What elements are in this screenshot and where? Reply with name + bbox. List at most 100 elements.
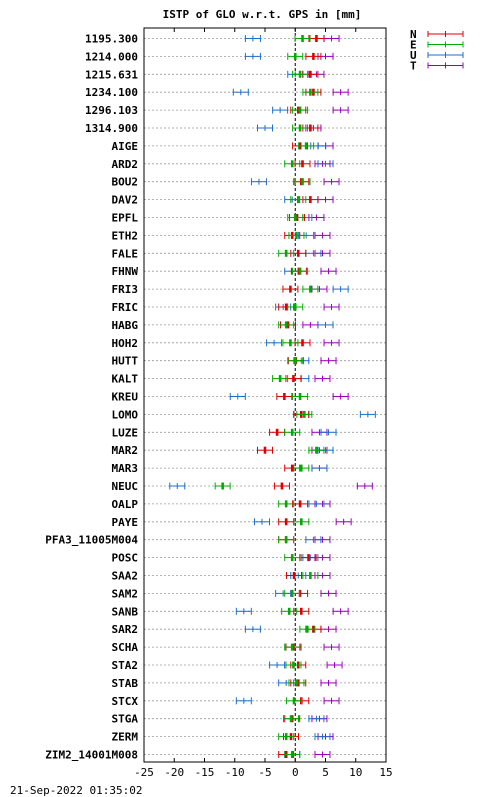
marker-e — [292, 70, 309, 78]
marker-e — [288, 231, 305, 239]
station-label: MAR3 — [112, 462, 139, 475]
marker-e — [292, 124, 309, 132]
station-label: ETH2 — [112, 229, 139, 242]
marker-n — [308, 35, 325, 42]
marker-u — [232, 88, 249, 96]
station-label: FRIC — [112, 301, 139, 314]
data-marks — [169, 35, 376, 758]
marker-n — [269, 428, 286, 436]
marker-n — [276, 393, 293, 400]
grid-lines — [144, 38, 386, 755]
marker-t — [314, 231, 331, 239]
legend-marker-u — [427, 52, 464, 58]
marker-e — [294, 178, 311, 186]
station-label: SAM2 — [112, 587, 139, 600]
marker-e — [284, 428, 301, 436]
x-tick-label: 0 — [292, 766, 299, 779]
marker-t — [332, 607, 349, 615]
station-label: SAR2 — [112, 623, 139, 636]
marker-u — [332, 285, 349, 293]
marker-u — [308, 500, 325, 508]
station-label: FRI3 — [112, 283, 139, 296]
marker-u — [235, 607, 252, 615]
x-tick-label: 5 — [322, 766, 329, 779]
x-tick-label: -25 — [134, 766, 154, 779]
station-label: NEUC — [112, 480, 139, 493]
marker-n — [273, 482, 290, 490]
marker-t — [323, 339, 340, 347]
station-label: SANB — [112, 605, 139, 618]
station-label: LUZE — [112, 426, 139, 439]
marker-e — [282, 339, 299, 347]
plot-frame — [143, 27, 387, 763]
station-label: 1214.000 — [85, 50, 138, 63]
marker-n — [285, 375, 302, 383]
station-label: EPFL — [112, 212, 139, 225]
marker-e — [278, 500, 295, 508]
marker-u — [244, 52, 261, 60]
marker-u — [317, 160, 334, 168]
marker-t — [356, 482, 373, 490]
marker-t — [323, 35, 340, 42]
legend-marker-n — [427, 31, 464, 37]
marker-t — [314, 375, 331, 383]
marker-e — [284, 589, 301, 597]
station-label: FALE — [112, 247, 139, 260]
marker-t — [326, 661, 343, 669]
marker-e — [308, 446, 325, 454]
marker-e — [287, 52, 304, 60]
marker-e — [284, 643, 301, 651]
marker-t — [323, 697, 340, 705]
station-labels: 1195.300 1214.000 1215.631 1234.100 1296.103… — [45, 33, 138, 762]
marker-e — [290, 196, 307, 204]
x-tick-label: 10 — [349, 766, 362, 779]
marker-t — [332, 106, 349, 114]
marker-n — [257, 446, 273, 454]
station-label: SCHA — [112, 641, 139, 654]
marker-u — [244, 625, 261, 633]
chart-title: ISTP of GLO w.r.t. GPS in [mm] — [163, 8, 362, 21]
marker-u — [229, 393, 246, 400]
marker-n — [305, 52, 322, 60]
marker-u — [244, 35, 261, 42]
marker-e — [284, 751, 301, 758]
station-label: FHNW — [112, 265, 139, 278]
station-label: KALT — [112, 373, 139, 386]
station-label: 1296.103 — [85, 104, 138, 117]
marker-u — [235, 697, 252, 705]
station-label: STAB — [112, 677, 139, 690]
marker-e — [296, 410, 313, 418]
marker-t — [335, 518, 352, 526]
station-label: 1215.631 — [85, 68, 138, 81]
marker-u — [311, 464, 328, 472]
marker-n — [292, 500, 309, 508]
marker-u — [310, 142, 327, 150]
station-label: SAA2 — [112, 570, 139, 583]
marker-n — [286, 572, 303, 579]
marker-u — [272, 106, 289, 114]
station-label: LOMO — [112, 408, 139, 421]
station-label: AIGE — [112, 140, 139, 153]
marker-t — [320, 625, 337, 633]
legend-label-e: E — [410, 39, 417, 52]
marker-u — [308, 715, 325, 723]
marker-e — [283, 715, 300, 723]
station-label: STGA — [112, 713, 139, 726]
marker-e — [278, 321, 295, 329]
marker-e — [293, 464, 310, 472]
marker-n — [278, 518, 295, 526]
station-label: HOH2 — [112, 337, 139, 350]
station-label: ZERM — [112, 731, 139, 744]
station-label: HABG — [112, 319, 139, 332]
marker-t — [314, 751, 331, 758]
marker-u — [320, 428, 337, 436]
marker-e — [287, 214, 304, 221]
station-label: STA2 — [112, 659, 139, 672]
marker-e — [284, 554, 301, 562]
legend-marker-t — [427, 62, 464, 69]
marker-t — [320, 357, 337, 365]
marker-u — [169, 482, 186, 490]
marker-e — [302, 572, 319, 579]
marker-u — [317, 321, 334, 329]
